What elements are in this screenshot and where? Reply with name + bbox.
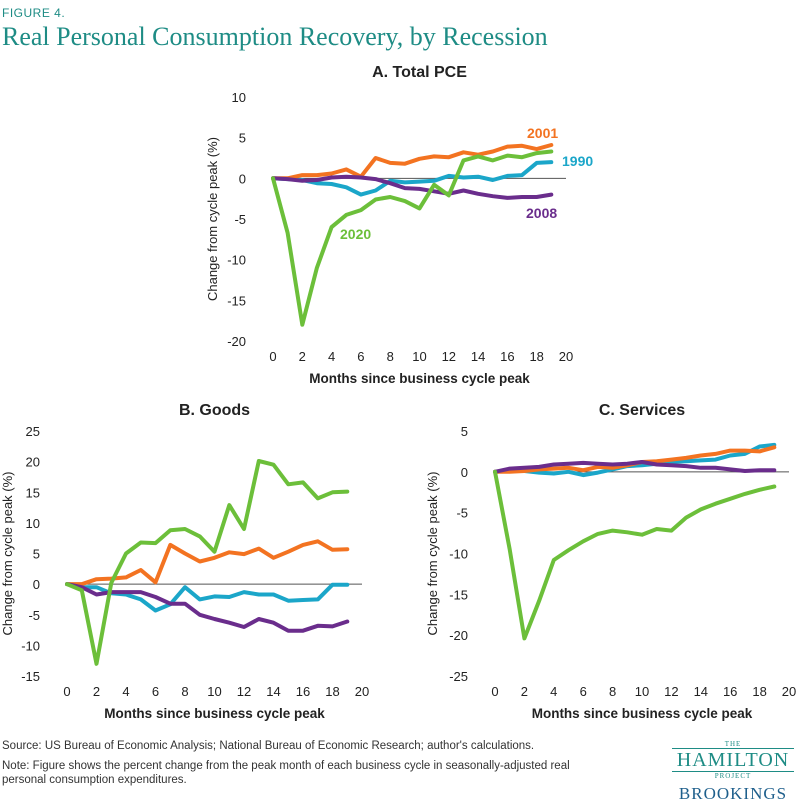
note-line-1: Note: Figure shows the percent change fr… bbox=[2, 760, 570, 772]
goods-xtick-label: 10 bbox=[207, 684, 221, 699]
services-xtick-label: 10 bbox=[635, 684, 649, 699]
pce-xtick-label: 8 bbox=[387, 349, 394, 364]
services-series-1990-line bbox=[493, 442, 777, 478]
goods-y-axis-label: Change from cycle peak (%) bbox=[0, 471, 15, 635]
services-series-2020-line bbox=[493, 469, 777, 641]
services-chart-title: C. Services bbox=[599, 402, 685, 419]
pce-xtick-label: 12 bbox=[442, 349, 456, 364]
pce-series-2008-line bbox=[271, 174, 554, 200]
hamilton-brookings-logo: THE HAMILTON PROJECT BROOKINGS bbox=[672, 740, 794, 804]
services-series-2008-line bbox=[493, 460, 777, 474]
goods-ytick-label: -10 bbox=[21, 638, 40, 653]
services-xtick-label: 14 bbox=[694, 684, 708, 699]
source-text: Source: US Bureau of Economic Analysis; … bbox=[2, 740, 535, 752]
pce-xtick-label: 14 bbox=[471, 349, 485, 364]
goods-series-2008-line bbox=[65, 582, 350, 633]
services-ytick-label: 0 bbox=[461, 465, 468, 480]
goods-xtick-label: 14 bbox=[266, 684, 280, 699]
goods-ytick-label: 5 bbox=[33, 547, 40, 562]
goods-ytick-label: 25 bbox=[26, 424, 40, 439]
goods-ytick-label: 0 bbox=[33, 577, 40, 592]
pce-ytick-label: -10 bbox=[227, 253, 246, 268]
pce-ytick-label: -20 bbox=[227, 334, 246, 349]
services-xtick-label: 12 bbox=[664, 684, 678, 699]
pce-series-label-2008: 2008 bbox=[526, 205, 557, 221]
pce-series-2020-line bbox=[271, 149, 554, 327]
services-xtick-label: 4 bbox=[550, 684, 557, 699]
pce-series-1990-line bbox=[271, 160, 554, 197]
pce-series-label-2020: 2020 bbox=[340, 226, 371, 242]
pce-xtick-label: 10 bbox=[412, 349, 426, 364]
services-xtick-label: 20 bbox=[782, 684, 796, 699]
services-ytick-label: -15 bbox=[449, 587, 468, 602]
services-xtick-label: 6 bbox=[580, 684, 587, 699]
pce-series-2001-line bbox=[271, 143, 554, 181]
services-x-axis-label: Months since business cycle peak bbox=[532, 706, 753, 721]
goods-xtick-label: 18 bbox=[325, 684, 339, 699]
services-xtick-label: 8 bbox=[609, 684, 616, 699]
pce-xtick-label: 16 bbox=[500, 349, 514, 364]
pce-xtick-label: 20 bbox=[559, 349, 573, 364]
services-xtick-label: 18 bbox=[752, 684, 766, 699]
goods-ytick-label: -15 bbox=[21, 669, 40, 684]
pce-xtick-label: 18 bbox=[529, 349, 543, 364]
goods-ytick-label: 15 bbox=[26, 485, 40, 500]
logo-project: PROJECT bbox=[714, 772, 752, 780]
goods-xtick-label: 6 bbox=[152, 684, 159, 699]
goods-xtick-label: 20 bbox=[355, 684, 369, 699]
pce-series-label-2001: 2001 bbox=[527, 125, 558, 141]
charts-canvas: A. Total PCE 10 5 0 -5 -10 -15 -20 0 2 4 6 8 10 12 14 16… bbox=[0, 64, 796, 721]
pce-chart-title: A. Total PCE bbox=[372, 64, 467, 81]
pce-ytick-label: 0 bbox=[239, 171, 246, 186]
services-ytick-label: -10 bbox=[449, 547, 468, 562]
goods-chart-title: B. Goods bbox=[179, 402, 250, 419]
figure-title: Real Personal Consumption Recovery, by R… bbox=[2, 22, 548, 51]
pce-xtick-label: 6 bbox=[357, 349, 364, 364]
pce-x-axis-label: Months since business cycle peak bbox=[309, 371, 530, 386]
pce-ytick-label: -5 bbox=[234, 212, 246, 227]
services-y-axis-label: Change from cycle peak (%) bbox=[425, 471, 440, 635]
services-ytick-label: -25 bbox=[449, 669, 468, 684]
goods-xtick-label: 16 bbox=[296, 684, 310, 699]
services-xtick-label: 16 bbox=[723, 684, 737, 699]
goods-xtick-label: 0 bbox=[63, 684, 70, 699]
logo-the: THE bbox=[724, 740, 742, 748]
pce-xtick-label: 2 bbox=[299, 349, 306, 364]
pce-y-axis-label: Change from cycle peak (%) bbox=[205, 137, 220, 301]
goods-xtick-label: 8 bbox=[181, 684, 188, 699]
pce-series-label-1990: 1990 bbox=[562, 153, 593, 169]
note-line-2: personal consumption expenditures. bbox=[2, 774, 187, 786]
services-xtick-label: 0 bbox=[491, 684, 498, 699]
pce-ytick-label: 5 bbox=[239, 131, 246, 146]
goods-xtick-label: 2 bbox=[93, 684, 100, 699]
goods-series-2001-line bbox=[65, 539, 350, 587]
goods-x-axis-label: Months since business cycle peak bbox=[104, 706, 325, 721]
services-ytick-label: -20 bbox=[449, 628, 468, 643]
goods-ytick-label: 20 bbox=[26, 455, 40, 470]
pce-xtick-label: 4 bbox=[328, 349, 335, 364]
logo-brookings: BROOKINGS bbox=[678, 784, 788, 803]
services-ytick-label: -5 bbox=[456, 506, 468, 521]
goods-xtick-label: 12 bbox=[237, 684, 251, 699]
pce-ytick-label: -15 bbox=[227, 293, 246, 308]
goods-ytick-label: -5 bbox=[28, 608, 40, 623]
goods-series-2020-line bbox=[65, 459, 350, 666]
goods-ytick-label: 10 bbox=[26, 516, 40, 531]
services-ytick-label: 5 bbox=[461, 424, 468, 439]
pce-xtick-label: 0 bbox=[269, 349, 276, 364]
pce-ytick-label: 10 bbox=[232, 90, 246, 105]
logo-hamilton: HAMILTON bbox=[672, 748, 794, 772]
services-xtick-label: 2 bbox=[521, 684, 528, 699]
figure-label: FIGURE 4. bbox=[2, 6, 66, 20]
goods-xtick-label: 4 bbox=[122, 684, 129, 699]
